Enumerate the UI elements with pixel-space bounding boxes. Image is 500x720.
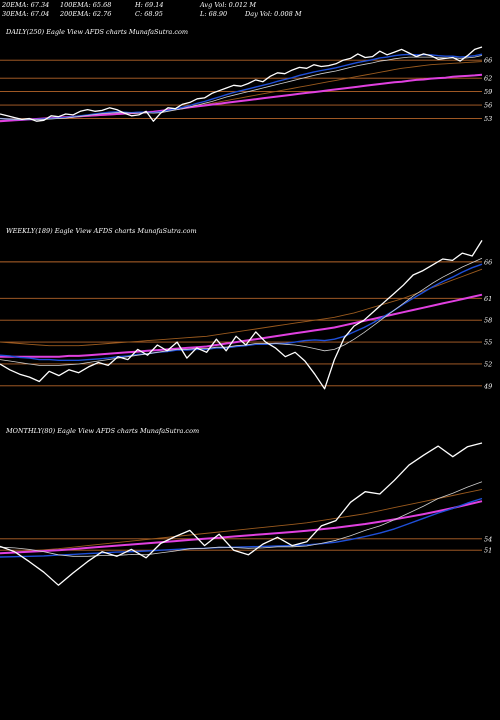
weekly-tick-label: 61 xyxy=(484,295,492,303)
monthly-ema-brown-line xyxy=(0,488,483,554)
header-high: H: 69.14 xyxy=(134,1,164,9)
weekly-tick-label: 58 xyxy=(484,317,492,325)
monthly-panel: MONTHLY(80) Eagle View AFDS charts Munaf… xyxy=(0,427,492,586)
daily-panel-title: DAILY(250) Eagle View AFDS charts Munafa… xyxy=(5,28,188,36)
weekly-ema-light-line xyxy=(0,257,483,366)
weekly-tick-label: 55 xyxy=(484,339,492,347)
weekly-panel: WEEKLY(189) Eagle View AFDS charts Munaf… xyxy=(0,227,492,390)
daily-level-lines xyxy=(0,59,482,119)
header-close: C: 68.95 xyxy=(135,10,163,18)
monthly-series xyxy=(0,442,483,586)
weekly-level-lines xyxy=(0,261,482,387)
monthly-tick-labels: 54 51 xyxy=(484,535,492,554)
monthly-level-lines xyxy=(0,538,482,551)
daily-ema-fast-line xyxy=(0,53,483,121)
header-day-vol: Day Vol: 0.008 M xyxy=(244,10,302,18)
weekly-tick-label: 66 xyxy=(484,258,492,266)
daily-panel: DAILY(250) Eagle View AFDS charts Munafa… xyxy=(0,28,492,123)
monthly-ema-200-line xyxy=(0,500,483,555)
header-ema30: 30EMA: 67.04 xyxy=(2,10,49,18)
weekly-tick-label: 49 xyxy=(483,382,492,390)
daily-ema-light-line xyxy=(0,55,483,120)
daily-tick-label: 59 xyxy=(484,88,492,96)
daily-price-line xyxy=(0,46,483,122)
daily-tick-label: 56 xyxy=(484,102,492,110)
monthly-tick-label: 51 xyxy=(484,547,492,555)
weekly-tick-label: 52 xyxy=(484,360,492,368)
daily-tick-label: 62 xyxy=(484,75,492,83)
daily-tick-labels: 66 62 59 56 53 xyxy=(484,57,492,123)
monthly-ema-light-line xyxy=(0,481,483,557)
weekly-ema-200-line xyxy=(0,293,483,358)
weekly-ema-fast-line xyxy=(0,263,483,361)
weekly-tick-labels: 66 61 58 55 52 49 xyxy=(483,258,492,390)
weekly-ema-brown-line xyxy=(0,268,483,347)
header-ema20: 20EMA: 67.34 xyxy=(1,1,49,9)
daily-series xyxy=(0,46,483,123)
header-low: L: 68.90 xyxy=(199,10,227,18)
monthly-tick-label: 54 xyxy=(484,535,492,543)
header-avg-vol: Avg Vol: 0.012 M xyxy=(199,1,256,9)
header-ema100: 100EMA: 65.68 xyxy=(60,1,111,9)
monthly-ema-fast-line xyxy=(0,497,483,558)
weekly-series xyxy=(0,240,483,390)
weekly-panel-title: WEEKLY(189) Eagle View AFDS charts Munaf… xyxy=(6,227,197,235)
monthly-price-line xyxy=(0,442,483,586)
weekly-price-line xyxy=(0,240,483,390)
monthly-panel-title: MONTHLY(80) Eagle View AFDS charts Munaf… xyxy=(5,427,199,435)
header-ema200: 200EMA: 62.76 xyxy=(59,10,111,18)
daily-tick-label: 66 xyxy=(484,57,492,65)
daily-tick-label: 53 xyxy=(484,115,492,123)
header: 20EMA: 67.34 100EMA: 65.68 H: 69.14 Avg … xyxy=(1,1,302,18)
